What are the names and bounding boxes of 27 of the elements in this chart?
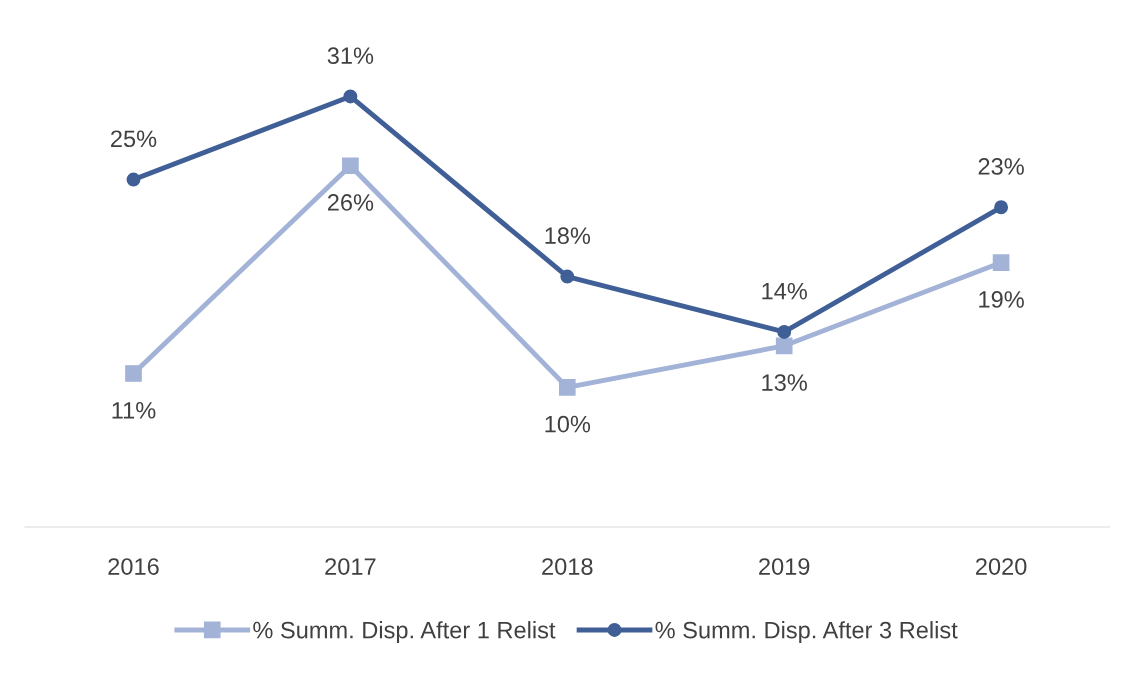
point bbox=[560, 269, 575, 284]
x-tick-label: 2017 bbox=[325, 558, 376, 575]
point bbox=[777, 325, 792, 339]
data-label: 23% bbox=[978, 158, 1024, 175]
data-label: 19% bbox=[979, 291, 1024, 308]
data-label: 26% bbox=[327, 194, 374, 211]
data-label: 13% bbox=[762, 374, 807, 391]
legend-label: % Summ. Disp. After 1 Relist bbox=[253, 621, 556, 644]
x-tick-label: 2019 bbox=[759, 558, 810, 575]
data-label: 31% bbox=[327, 47, 374, 65]
data-label: 14% bbox=[762, 282, 807, 300]
point bbox=[126, 172, 141, 187]
data-label: 25% bbox=[111, 130, 157, 148]
data-label: 10% bbox=[545, 415, 591, 433]
point bbox=[558, 379, 576, 396]
x-tick-label: 2020 bbox=[976, 558, 1027, 575]
x-tick-label: 2018 bbox=[542, 558, 593, 575]
point bbox=[342, 157, 359, 175]
point bbox=[994, 200, 1009, 215]
point bbox=[775, 337, 793, 355]
point bbox=[125, 365, 142, 382]
point bbox=[992, 254, 1010, 272]
legend-label: % Summ. Disp. After 3 Relist bbox=[655, 621, 958, 644]
point bbox=[343, 89, 358, 104]
x-tick-label: 2016 bbox=[108, 558, 159, 575]
data-label: 18% bbox=[545, 227, 591, 245]
data-label: 11% bbox=[112, 402, 156, 419]
